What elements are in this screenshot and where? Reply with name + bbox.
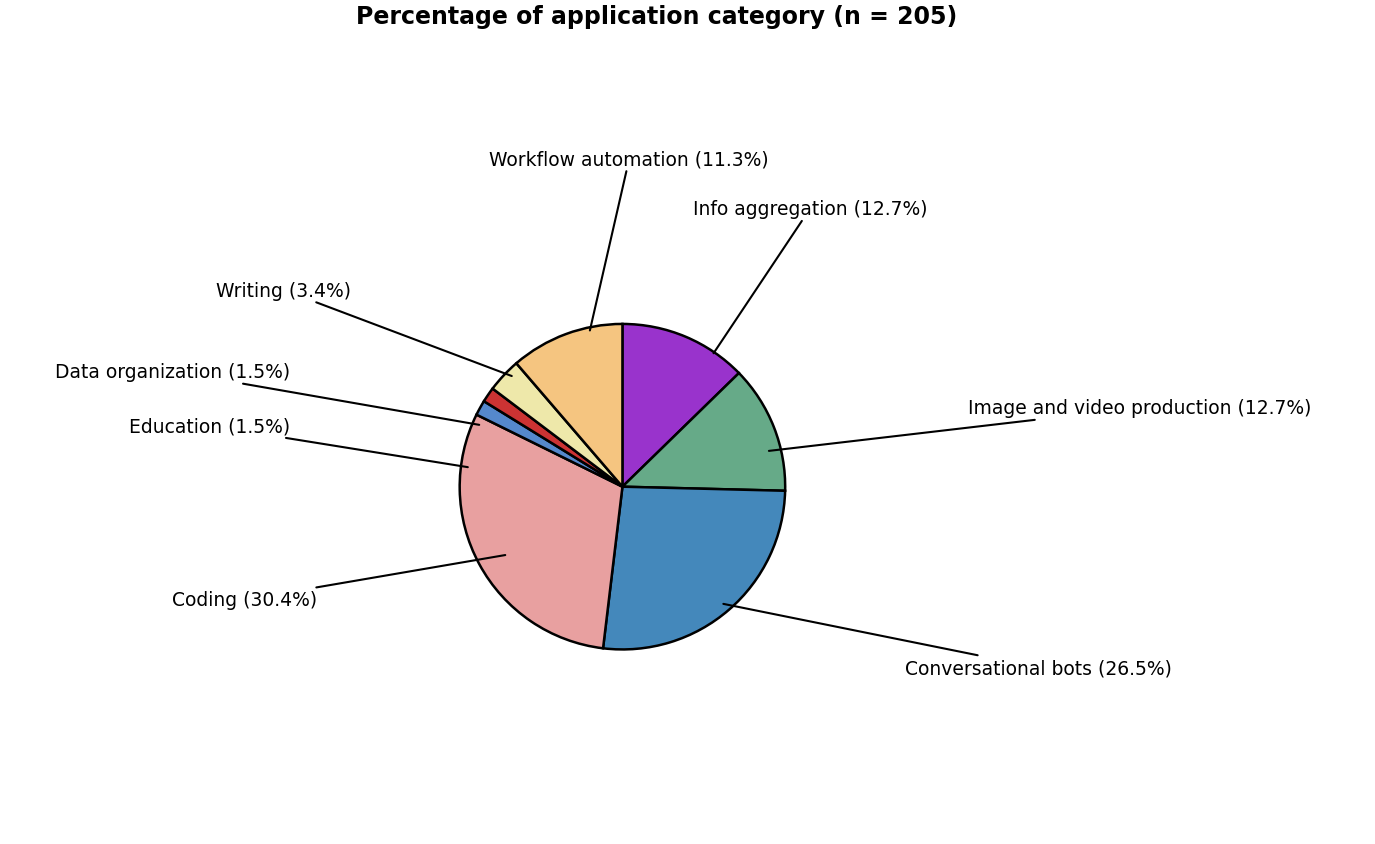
Wedge shape bbox=[459, 415, 623, 648]
Wedge shape bbox=[484, 389, 623, 487]
Text: Workflow automation (11.3%): Workflow automation (11.3%) bbox=[490, 150, 769, 331]
Wedge shape bbox=[492, 364, 623, 487]
Text: Info aggregation (12.7%): Info aggregation (12.7%) bbox=[693, 200, 927, 354]
Wedge shape bbox=[623, 325, 738, 487]
Text: Image and video production (12.7%): Image and video production (12.7%) bbox=[769, 398, 1312, 452]
Text: Coding (30.4%): Coding (30.4%) bbox=[172, 555, 505, 609]
Text: Data organization (1.5%): Data organization (1.5%) bbox=[55, 362, 480, 425]
Wedge shape bbox=[604, 487, 785, 650]
Title: Percentage of application category (n = 205): Percentage of application category (n = … bbox=[356, 4, 957, 29]
Text: Writing (3.4%): Writing (3.4%) bbox=[216, 281, 512, 376]
Text: Education (1.5%): Education (1.5%) bbox=[129, 417, 468, 468]
Text: Conversational bots (26.5%): Conversational bots (26.5%) bbox=[723, 604, 1172, 677]
Wedge shape bbox=[517, 325, 623, 487]
Wedge shape bbox=[477, 402, 623, 487]
Wedge shape bbox=[623, 374, 785, 491]
